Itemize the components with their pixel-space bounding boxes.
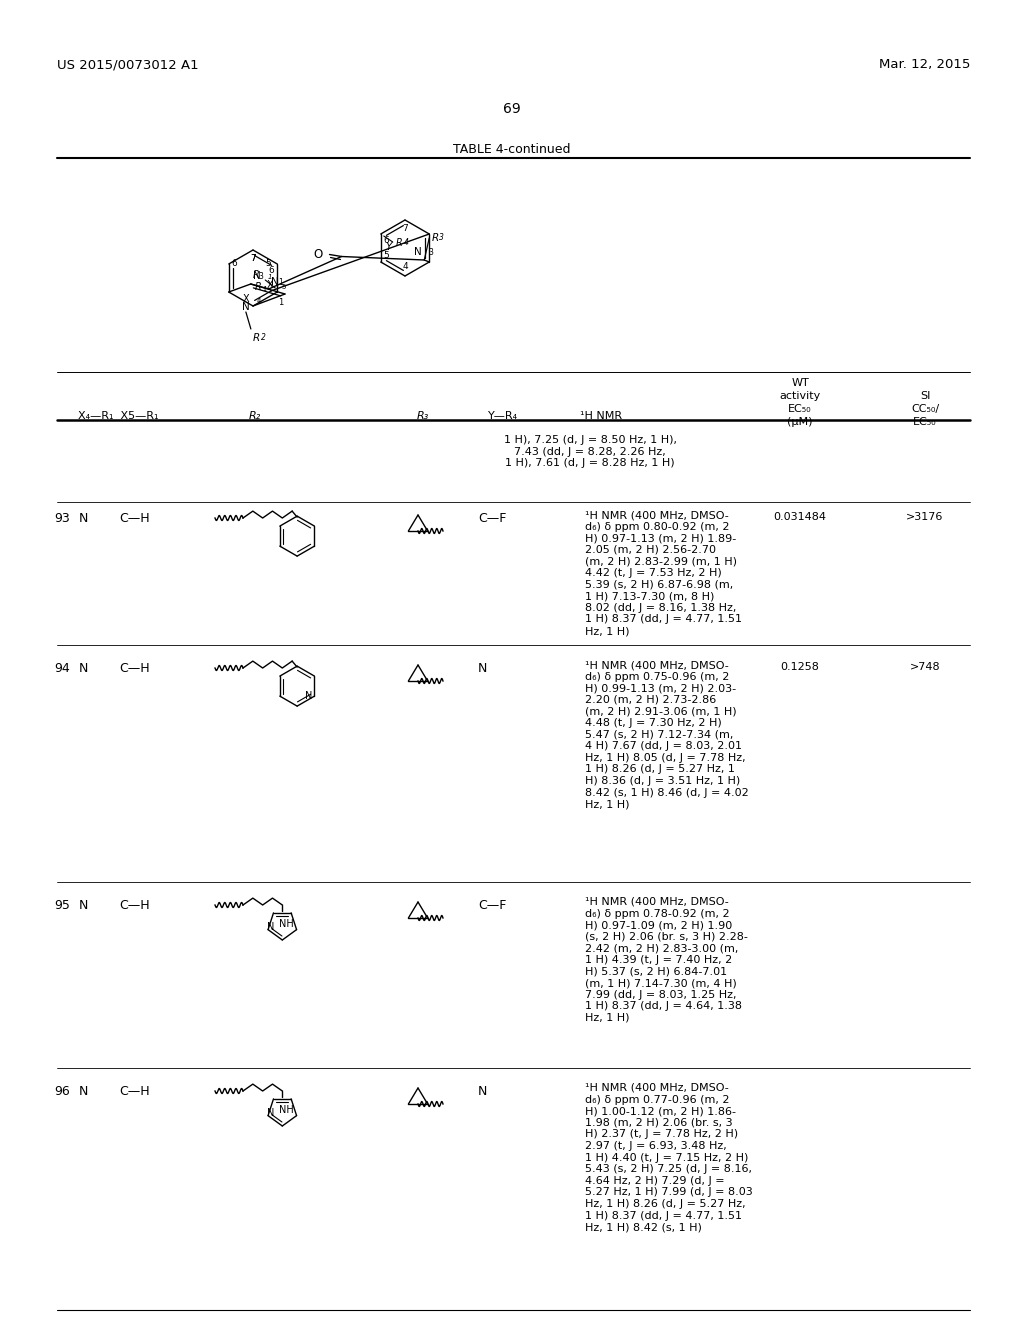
Text: >3176: >3176 (906, 512, 944, 521)
Text: NH: NH (279, 919, 294, 929)
Text: CC₅₀/: CC₅₀/ (911, 404, 939, 414)
Text: activity: activity (779, 391, 820, 401)
Text: EC₅₀: EC₅₀ (788, 404, 812, 414)
Text: 1: 1 (278, 279, 283, 286)
Text: 96: 96 (54, 1085, 70, 1098)
Text: 3: 3 (428, 248, 433, 257)
Text: Y—R₄: Y—R₄ (488, 411, 518, 421)
Text: R: R (395, 238, 402, 248)
Text: Y: Y (386, 242, 392, 252)
Text: N: N (305, 692, 312, 701)
Text: X₄—R₁  X5—R₁: X₄—R₁ X5—R₁ (78, 411, 159, 421)
Text: TABLE 4-continued: TABLE 4-continued (454, 143, 570, 156)
Text: US 2015/0073012 A1: US 2015/0073012 A1 (57, 58, 199, 71)
Text: R: R (255, 282, 262, 292)
Text: N: N (78, 1085, 88, 1098)
Text: SI: SI (920, 391, 930, 401)
Text: 0.031484: 0.031484 (773, 512, 826, 521)
Text: C—H: C—H (120, 1085, 151, 1098)
Text: 7: 7 (250, 253, 256, 263)
Text: N: N (253, 271, 260, 281)
Text: R₃: R₃ (417, 411, 429, 421)
Text: 1: 1 (263, 286, 267, 292)
Text: 5: 5 (265, 260, 271, 268)
Text: 5: 5 (384, 251, 389, 260)
Text: 95: 95 (54, 899, 70, 912)
Text: 2: 2 (261, 333, 266, 342)
Text: N: N (478, 1085, 487, 1098)
Text: N: N (415, 247, 422, 257)
Text: 4: 4 (402, 261, 408, 271)
Text: R: R (431, 234, 438, 243)
Text: 6: 6 (384, 236, 389, 246)
Text: 1: 1 (267, 275, 271, 280)
Text: NH: NH (279, 1105, 294, 1115)
Text: X: X (266, 280, 273, 290)
Text: O: O (313, 248, 323, 261)
Text: N: N (242, 302, 250, 312)
Text: ¹H NMR (400 MHz, DMSO-
d₆) δ ppm 0.77-0.96 (m, 2
H) 1.00-1.12 (m, 2 H) 1.86-
1.9: ¹H NMR (400 MHz, DMSO- d₆) δ ppm 0.77-0.… (585, 1082, 753, 1232)
Text: ¹H NMR: ¹H NMR (580, 411, 623, 421)
Text: ¹H NMR (400 MHz, DMSO-
d₆) δ ppm 0.75-0.96 (m, 2
H) 0.99-1.13 (m, 2 H) 2.03-
2.2: ¹H NMR (400 MHz, DMSO- d₆) δ ppm 0.75-0.… (585, 660, 749, 809)
Text: 4: 4 (257, 298, 261, 304)
Text: N: N (78, 899, 88, 912)
Text: C—H: C—H (120, 899, 151, 912)
Text: EC₅₀: EC₅₀ (913, 417, 937, 426)
Text: 1 H), 7.25 (d, J = 8.50 Hz, 1 H),
7.43 (dd, J = 8.28, 2.26 Hz,
1 H), 7.61 (d, J : 1 H), 7.25 (d, J = 8.50 Hz, 1 H), 7.43 (… (504, 436, 677, 469)
Text: N: N (267, 921, 274, 932)
Text: 5: 5 (282, 284, 286, 290)
Text: 3: 3 (259, 272, 263, 281)
Text: >748: >748 (909, 663, 940, 672)
Text: N: N (78, 663, 88, 675)
Text: 7: 7 (402, 224, 408, 234)
Text: X: X (243, 294, 249, 304)
Text: C—F: C—F (478, 899, 507, 912)
Text: C—H: C—H (120, 663, 151, 675)
Text: 94: 94 (54, 663, 70, 675)
Text: N: N (267, 1107, 274, 1118)
Text: N: N (78, 512, 88, 525)
Text: 7: 7 (250, 253, 256, 263)
Text: 6: 6 (268, 267, 274, 275)
Text: N: N (478, 663, 487, 675)
Text: 6: 6 (231, 260, 238, 268)
Text: ¹H NMR (400 MHz, DMSO-
d₆) δ ppm 0.78-0.92 (m, 2
H) 0.97-1.09 (m, 2 H) 1.90
(s, : ¹H NMR (400 MHz, DMSO- d₆) δ ppm 0.78-0.… (585, 898, 748, 1023)
Text: C—H: C—H (120, 512, 151, 525)
Text: 0.1258: 0.1258 (780, 663, 819, 672)
Text: ¹H NMR (400 MHz, DMSO-
d₆) δ ppm 0.80-0.92 (m, 2
H) 0.97-1.13 (m, 2 H) 1.89-
2.0: ¹H NMR (400 MHz, DMSO- d₆) δ ppm 0.80-0.… (585, 510, 742, 636)
Text: WT: WT (792, 378, 809, 388)
Text: R: R (253, 333, 260, 343)
Text: 1: 1 (278, 298, 283, 308)
Text: C—F: C—F (478, 512, 507, 525)
Text: R: R (253, 271, 259, 280)
Text: 93: 93 (54, 512, 70, 525)
Text: Mar. 12, 2015: Mar. 12, 2015 (879, 58, 970, 71)
Text: R₂: R₂ (249, 411, 261, 421)
Text: (μM): (μM) (787, 417, 813, 426)
Text: 4: 4 (403, 238, 409, 247)
Text: N: N (270, 277, 279, 286)
Text: 69: 69 (503, 102, 521, 116)
Text: 3: 3 (439, 234, 444, 243)
